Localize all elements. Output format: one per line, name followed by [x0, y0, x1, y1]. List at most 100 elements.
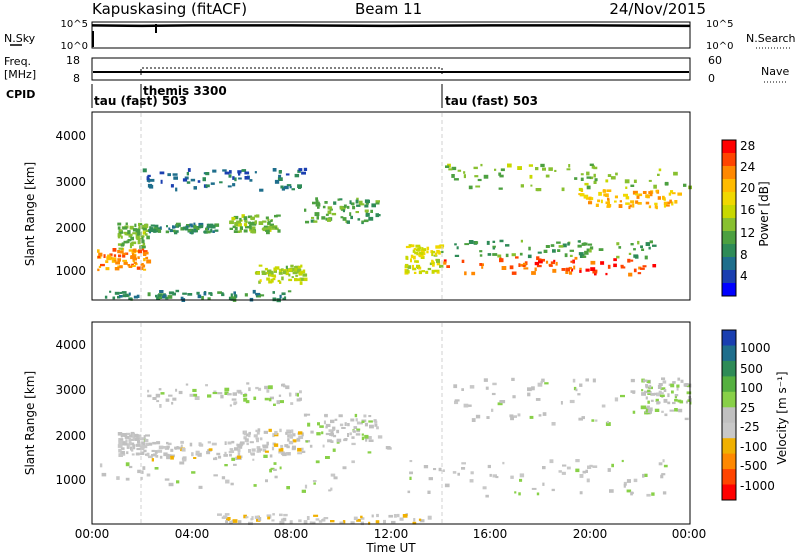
heatmap-cell — [119, 265, 123, 269]
heatmap-cell — [426, 250, 429, 254]
heatmap-cell — [562, 243, 567, 248]
heatmap-cell — [273, 443, 279, 447]
heatmap-cell — [284, 296, 287, 300]
heatmap-cell — [646, 405, 650, 410]
heatmap-cell — [374, 423, 378, 427]
heatmap-cell — [132, 436, 136, 441]
power-cb-tick-16: 16 — [740, 203, 755, 217]
heatmap-cell — [332, 426, 336, 431]
heatmap-cell — [405, 245, 411, 249]
heatmap-cell — [154, 450, 158, 454]
heatmap-cell — [583, 194, 589, 199]
heatmap-cell — [166, 441, 169, 445]
heatmap-cell — [333, 476, 338, 480]
heatmap-cell — [543, 249, 548, 253]
heatmap-cell — [674, 398, 678, 402]
heatmap-cell — [405, 270, 410, 274]
heatmap-cell — [97, 256, 101, 259]
heatmap-cell — [589, 163, 594, 166]
heatmap-cell — [586, 171, 590, 176]
colorbar-segment — [722, 484, 736, 501]
heatmap-cell — [233, 294, 237, 299]
heatmap-cell — [325, 456, 330, 459]
heatmap-cell — [229, 220, 234, 224]
heatmap-cell — [201, 296, 204, 300]
heatmap-cell — [181, 447, 186, 452]
heatmap-cell — [566, 168, 571, 171]
heatmap-cell — [132, 433, 135, 438]
heatmap-cell — [435, 245, 440, 249]
heatmap-cell — [274, 266, 280, 270]
heatmap-cell — [464, 243, 470, 246]
heatmap-cell — [325, 432, 331, 436]
heatmap-cell — [315, 199, 319, 204]
heatmap-cell — [184, 176, 189, 180]
heatmap-cell — [292, 439, 297, 443]
heatmap-cell — [241, 169, 247, 172]
heatmap-cell — [661, 473, 666, 476]
heatmap-cell — [677, 377, 681, 381]
heatmap-cell — [193, 230, 198, 233]
heatmap-cell — [98, 252, 103, 257]
heatmap-cell — [165, 398, 170, 402]
heatmap-cell — [303, 520, 308, 524]
heatmap-cell — [486, 416, 490, 419]
heatmap-cell — [258, 221, 264, 225]
colorbar-segment — [722, 345, 736, 362]
heatmap-cell — [369, 424, 374, 429]
beam-title: Beam 11 — [355, 0, 422, 18]
heatmap-cell — [272, 297, 277, 302]
heatmap-cell — [274, 475, 278, 479]
heatmap-cell — [310, 521, 316, 524]
heatmap-cell — [592, 269, 598, 274]
heatmap-cell — [663, 398, 668, 403]
heatmap-cell — [217, 392, 223, 395]
heatmap-cell — [423, 465, 429, 469]
heatmap-cell — [291, 276, 294, 279]
heatmap-cell — [127, 230, 131, 235]
heatmap-cell — [616, 242, 620, 246]
heatmap-cell — [473, 166, 478, 170]
heatmap-cell — [166, 225, 168, 228]
heatmap-cell — [227, 185, 232, 188]
heatmap-cell — [187, 293, 193, 296]
heatmap-cell — [584, 182, 589, 186]
heatmap-cell — [629, 204, 632, 208]
heatmap-cell — [130, 236, 134, 241]
heatmap-cell — [321, 216, 326, 220]
x-tick-2000: 20:00 — [573, 527, 608, 541]
heatmap-cell — [513, 415, 517, 418]
heatmap-cell — [315, 518, 320, 521]
heatmap-cell — [255, 292, 260, 296]
heatmap-cell — [207, 224, 210, 229]
heatmap-cell — [245, 516, 249, 519]
heatmap-cell — [246, 382, 250, 385]
heatmap-cell — [325, 217, 328, 221]
heatmap-cell — [664, 413, 668, 417]
heatmap-cell — [469, 385, 475, 389]
heatmap-cell — [350, 215, 353, 220]
heatmap-cell — [416, 251, 419, 256]
noise-left-tick-top: 10^5 — [61, 19, 88, 30]
heatmap-cell — [182, 178, 188, 182]
heatmap-cell — [580, 173, 584, 176]
heatmap-cell — [686, 384, 691, 387]
heatmap-cell — [229, 448, 234, 451]
heatmap-cell — [620, 266, 626, 269]
heatmap-cell — [464, 271, 467, 276]
heatmap-cell — [254, 171, 257, 174]
heatmap-cell — [561, 471, 566, 475]
heatmap-cell — [582, 255, 587, 258]
heatmap-cell — [574, 256, 578, 260]
heatmap-cell — [674, 394, 679, 397]
heatmap-cell — [579, 193, 585, 197]
heatmap-cell — [625, 202, 630, 205]
heatmap-cell — [454, 400, 459, 405]
heatmap-cell — [645, 194, 649, 198]
heatmap-cell — [644, 411, 649, 415]
heatmap-cell — [225, 479, 230, 484]
heatmap-cell — [171, 229, 175, 232]
heatmap-cell — [279, 428, 282, 433]
heatmap-cell — [412, 249, 416, 253]
